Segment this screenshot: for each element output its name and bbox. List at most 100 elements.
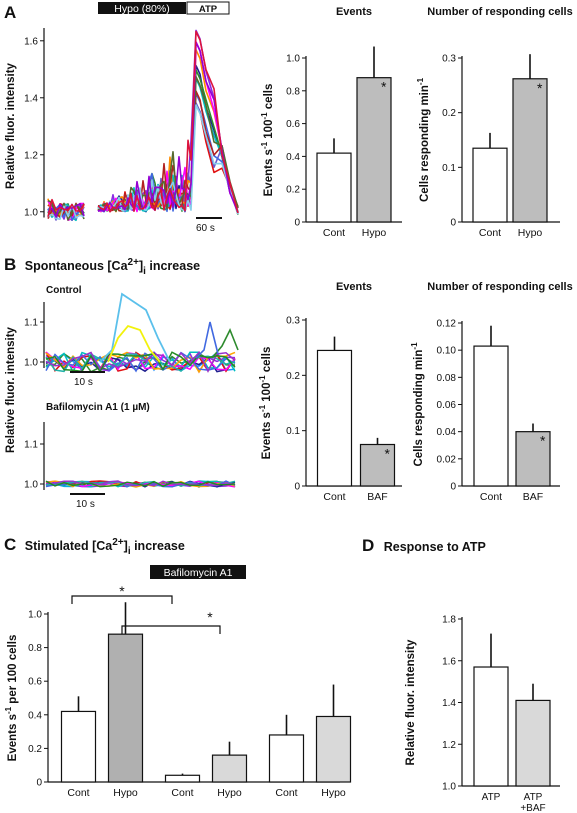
trace-line: [97, 30, 239, 214]
trace-line-event: [107, 324, 161, 363]
trace-line-event: [195, 321, 219, 359]
trace-line: [45, 350, 236, 373]
bar: [512, 78, 548, 223]
y-tick-label: 0.02: [437, 454, 457, 465]
chart-title: Number of responding cells: [427, 6, 572, 18]
trace-plot-a: 1.0 1.2 1.4 1.6 Relative fluor. intensity: [5, 28, 239, 222]
y-tick-label: 1.2: [442, 740, 456, 751]
trace-line: [45, 351, 236, 373]
category-label: Hypo: [362, 227, 387, 239]
panel-letter-a: A: [4, 3, 16, 22]
significance-star: *: [381, 79, 387, 95]
category-label: Cont: [479, 227, 501, 239]
bar: [316, 349, 353, 487]
category-label: Cont: [275, 787, 297, 799]
bar: [60, 710, 97, 783]
trace-line: [45, 351, 236, 374]
bar: [315, 715, 352, 783]
bar-chart-d-atp: 1.0 1.2 1.4 1.6 1.8 Relative fluor. intensity…: [405, 615, 560, 813]
y-axis-label: Relative fluor. intensity: [5, 62, 17, 188]
bracket-2-star: *: [207, 609, 213, 625]
trace-line: [45, 480, 236, 488]
atp-bar-label: ATP: [199, 4, 218, 15]
bafilomycin-bar: Bafilomycin A1: [150, 565, 246, 579]
y-axis-label: Cells responding min-1: [416, 77, 431, 202]
y-tick-label: 0: [450, 218, 456, 229]
y-tick-label: 1.6: [24, 36, 38, 47]
y-axis-label: Events s-1 100-1 cells: [258, 347, 273, 460]
significance-star: *: [537, 80, 543, 96]
bar: [359, 443, 396, 487]
y-tick-label: 1.1: [24, 440, 38, 451]
bar-chart-a-events: 0 0.2 0.4 0.6 0.8 1.0 Events Events s-1 100-1 c…: [260, 6, 402, 239]
bar-chart-b-events: 0 0.1 0.2 0.3 Events Events s-1 100-1 cells Co…: [258, 281, 402, 503]
chart-title: Events: [336, 281, 372, 293]
trace-line: [97, 104, 239, 215]
y-tick-label: 0.2: [442, 108, 456, 119]
bar: [473, 666, 509, 787]
category-label: Cont: [323, 491, 345, 503]
y-tick-label: 0.1: [286, 426, 300, 437]
scale-bar-60s: 60 s: [196, 217, 222, 234]
y-tick-label: 0.8: [286, 86, 300, 97]
panel-c-title: C Stimulated [Ca2+]i increase: [4, 535, 185, 557]
y-tick-label: 0.08: [437, 373, 457, 384]
category-label: Hypo: [518, 227, 543, 239]
bracket-1-star: *: [119, 583, 125, 599]
y-tick-label: 0.2: [286, 371, 300, 382]
scale-10s-top-label: 10 s: [74, 377, 93, 388]
significance-bracket-1: *: [71, 583, 173, 604]
y-tick-label: 1.1: [24, 318, 38, 329]
y-axis-label: Relative fluor. intensity: [5, 326, 17, 452]
y-axis-label: Events s-1 per 100 cells: [4, 635, 19, 762]
bar: [472, 147, 508, 223]
category-label: BAF: [367, 491, 387, 503]
scale-10s-bottom-label: 10 s: [76, 499, 95, 510]
bar: [515, 431, 551, 487]
category-label: Cont: [171, 787, 193, 799]
panel-b-title: B Spontaneous [Ca2+]i increase: [4, 255, 200, 277]
y-tick-label: 1.0: [28, 610, 42, 621]
y-tick-label: 1.0: [24, 480, 38, 491]
y-tick-label: 1.4: [442, 698, 456, 709]
bar: [316, 152, 352, 223]
y-tick-label: 1.0: [24, 207, 38, 218]
category-label: Hypo: [321, 787, 346, 799]
y-tick-label: 0.3: [286, 316, 300, 327]
category-label: ATP: [524, 792, 543, 803]
category-label: Hypo: [217, 787, 242, 799]
category-label: Cont: [323, 227, 345, 239]
y-tick-label: 0.4: [28, 710, 42, 721]
y-axis-label: Cells responding min-1: [410, 342, 425, 467]
y-tick-label: 0.2: [28, 744, 42, 755]
trace-line: [47, 202, 85, 218]
bafilomycin-label: Bafilomycin A1 (1 µM): [46, 402, 150, 413]
trace-line-event: [99, 292, 171, 363]
y-axis-label: Relative fluor. intensity: [405, 639, 417, 765]
significance-bracket-2: *: [121, 609, 221, 634]
chart-title: Number of responding cells: [427, 281, 572, 293]
y-tick-label: 1.0: [442, 782, 456, 793]
bar-chart-c-events: 0 0.2 0.4 0.6 0.8 1.0 Events s-1 per 100 cells…: [4, 602, 352, 799]
y-tick-label: 0.04: [437, 427, 457, 438]
bar: [268, 734, 305, 783]
category-label: BAF: [523, 491, 543, 503]
bar-chart-b-cells: 0 0.02 0.04 0.06 0.08 0.10 0.12 Number of respo…: [410, 281, 573, 503]
panel-letter-b: B: [4, 255, 16, 274]
y-tick-label: 1.8: [442, 615, 456, 626]
bafilomycin-bar-label: Bafilomycin A1: [164, 567, 233, 579]
trace-line: [45, 480, 236, 488]
hypo-bar-label: Hypo (80%): [114, 3, 169, 15]
bar: [515, 699, 551, 787]
y-tick-label: 1.6: [442, 656, 456, 667]
chart-title: Events: [336, 6, 372, 18]
category-label: +BAF: [520, 803, 545, 813]
bar-chart-a-cells: 0 0.1 0.2 0.3 Number of responding cells Cell…: [416, 6, 573, 239]
trace-line: [97, 41, 239, 213]
y-tick-label: 0.8: [28, 643, 42, 654]
significance-star: *: [540, 433, 546, 449]
y-tick-label: 1.4: [24, 93, 38, 104]
trace-plot-b: 1.0 1.1 1.0 1.1 Relative fluor. intensity: [5, 292, 239, 491]
bar: [356, 77, 392, 223]
y-tick-label: 1.0: [24, 358, 38, 369]
